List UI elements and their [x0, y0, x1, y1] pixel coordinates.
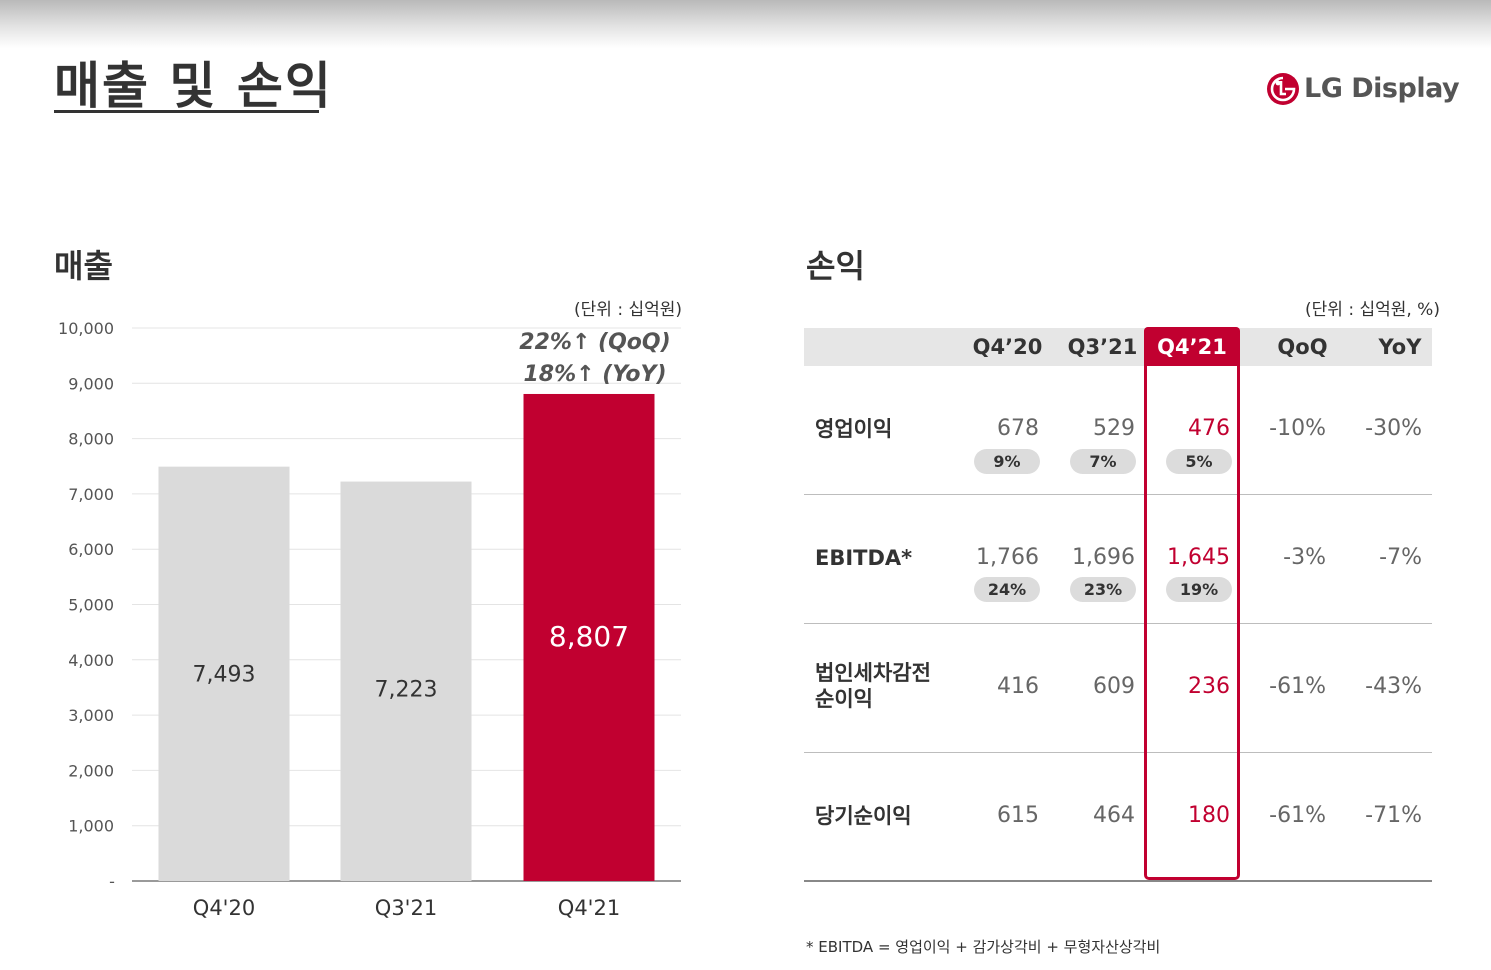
bar-value-label: 8,807 [549, 620, 629, 653]
row-label-line: 순이익 [815, 687, 873, 711]
y-tick-label: 7,000 [68, 485, 114, 504]
bar-q321 [340, 481, 472, 881]
row-separator [804, 623, 1432, 624]
growth-qoq-annotation: 22%↑ (QoQ) [519, 330, 670, 355]
logo-text: LG Display [1304, 73, 1460, 104]
bar-q420 [158, 466, 290, 881]
margin-pill: 19% [1166, 577, 1232, 602]
row-label-pretax-income: 법인세차감전 순이익 [815, 660, 931, 712]
row-label-line: 법인세차감전 [815, 661, 931, 685]
margin-pill: 24% [974, 577, 1040, 602]
margin-pill: 7% [1070, 449, 1136, 474]
y-tick-label: 9,000 [68, 374, 114, 393]
table-cell: -61% [1269, 803, 1326, 828]
row-label-operating-profit: 영업이익 [815, 417, 893, 441]
table-cell: 529 [1093, 416, 1135, 441]
pl-section-title: 손익 [806, 247, 865, 285]
table-cell: -61% [1269, 674, 1326, 699]
title-underline [54, 110, 319, 113]
pl-unit-note: (단위 : 십억원, %) [1305, 300, 1440, 320]
margin-pill: 5% [1166, 449, 1232, 474]
y-tick-label: 2,000 [68, 761, 114, 780]
margin-pill: 23% [1070, 577, 1136, 602]
col-head-q321: Q3’21 [1067, 335, 1138, 359]
table-cell: -10% [1269, 416, 1326, 441]
table-cell: 615 [997, 803, 1039, 828]
y-tick-label: 5,000 [68, 596, 114, 615]
table-cell: -43% [1365, 674, 1422, 699]
col-head-q421: Q4’21 [1157, 335, 1227, 359]
x-category-label: Q3'21 [375, 896, 437, 920]
bar-value-label: 7,223 [375, 678, 438, 703]
col-head-yoy: YoY [1378, 335, 1422, 359]
table-bottom-border [804, 880, 1432, 882]
table-cell: -7% [1379, 545, 1422, 570]
table-cell-highlight: 1,645 [1167, 545, 1230, 570]
bar-value-label: 7,493 [193, 663, 256, 688]
margin-pill: 9% [974, 449, 1040, 474]
growth-yoy-annotation: 18%↑ (YoY) [524, 362, 667, 387]
table-header [804, 328, 1432, 366]
table-cell: 609 [1093, 674, 1135, 699]
table-cell: -3% [1283, 545, 1326, 570]
table-cell-highlight: 180 [1188, 803, 1230, 828]
footnote: * EBITDA = 영업이익 + 감가상각비 + 무형자산상각비 [806, 938, 1161, 956]
x-category-label: Q4'20 [193, 896, 255, 920]
y-tick-label: 1,000 [68, 817, 114, 836]
table-cell: 1,696 [1072, 545, 1135, 570]
table-cell-highlight: 476 [1188, 416, 1230, 441]
lg-logo-icon [1267, 73, 1299, 105]
revenue-unit-note: (단위 : 십억원) [574, 300, 682, 320]
table-cell: 1,766 [976, 545, 1039, 570]
table-cell: 678 [997, 416, 1039, 441]
y-tick-label: - [109, 872, 115, 891]
y-tick-label: 4,000 [68, 651, 114, 670]
row-separator [804, 494, 1432, 495]
table-cell-highlight: 236 [1188, 674, 1230, 699]
y-tick-label: 10,000 [58, 319, 114, 338]
y-tick-label: 3,000 [68, 706, 114, 725]
table-cell: 464 [1093, 803, 1135, 828]
bar-q421 [523, 393, 655, 881]
table-cell: -30% [1365, 416, 1422, 441]
highlight-column-header-bg [1144, 327, 1240, 366]
highlight-column-frame [1144, 327, 1240, 880]
table-cell: -71% [1365, 803, 1422, 828]
table-cell: 416 [997, 674, 1039, 699]
revenue-section-title: 매출 [54, 247, 113, 285]
y-tick-label: 8,000 [68, 430, 114, 449]
col-head-q420: Q4’20 [972, 335, 1043, 359]
top-band [0, 0, 1491, 48]
row-separator [804, 752, 1432, 753]
x-category-label: Q4'21 [558, 896, 620, 920]
col-head-qoq: QoQ [1277, 335, 1328, 359]
row-label-net-income: 당기순이익 [815, 804, 912, 828]
y-tick-label: 6,000 [68, 540, 114, 559]
row-label-ebitda: EBITDA* [815, 546, 913, 570]
page-title: 매출 및 손익 [54, 57, 333, 115]
